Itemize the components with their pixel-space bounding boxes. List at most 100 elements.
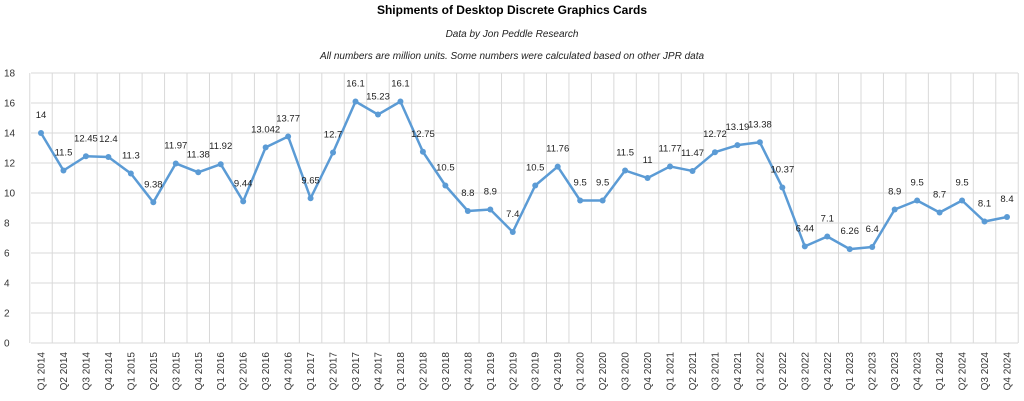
data-label: 11.92 — [209, 141, 232, 152]
data-label: 13.19 — [726, 122, 750, 133]
data-label: 10.5 — [436, 163, 455, 174]
x-tick-label: Q1 2017 — [306, 352, 317, 391]
y-tick-label: 16 — [4, 99, 16, 110]
x-tick-label: Q2 2024 — [958, 352, 969, 391]
data-label: 12.72 — [703, 129, 727, 140]
y-tick-label: 14 — [4, 129, 16, 140]
data-label: 6.4 — [866, 224, 879, 235]
x-tick-label: Q1 2022 — [755, 352, 766, 391]
data-label: 13.042 — [251, 124, 280, 135]
data-label: 13.77 — [276, 113, 300, 124]
data-label: 6.44 — [796, 223, 815, 234]
data-label: 10.5 — [526, 163, 545, 174]
data-point — [756, 139, 763, 146]
series-line-layer — [39, 100, 1008, 251]
data-label: 8.9 — [484, 187, 497, 198]
x-tick-label: Q1 2015 — [126, 352, 137, 391]
data-point — [262, 144, 269, 151]
x-tick-label: Q2 2014 — [59, 352, 70, 391]
x-tick-label: Q2 2015 — [149, 352, 160, 391]
data-label: 9.5 — [911, 178, 924, 189]
data-point — [577, 197, 584, 204]
data-point — [330, 149, 337, 156]
data-label: 6.26 — [840, 226, 859, 237]
x-tick-label: Q3 2023 — [890, 352, 901, 391]
y-tick-label: 4 — [4, 279, 10, 290]
data-point — [891, 206, 898, 213]
x-tick-label: Q1 2024 — [935, 352, 946, 391]
data-point — [217, 161, 224, 168]
data-label: 11.5 — [55, 148, 73, 159]
x-tick-label: Q2 2022 — [778, 352, 789, 391]
series-points — [38, 98, 1010, 253]
data-point — [60, 167, 67, 174]
data-point — [127, 170, 134, 177]
data-label: 11.5 — [616, 148, 634, 159]
data-label: 11 — [643, 155, 653, 166]
x-tick-label: Q4 2017 — [373, 352, 384, 391]
data-label: 8.9 — [888, 187, 901, 198]
y-axis-ticks: 0 2 4 6 8 10 12 14 16 18 — [4, 69, 16, 350]
y-tick-label: 18 — [4, 69, 16, 80]
data-point — [1004, 214, 1010, 220]
x-tick-label: Q2 2019 — [508, 352, 519, 391]
data-label: 12.45 — [74, 133, 98, 144]
x-tick-label: Q3 2021 — [710, 352, 721, 391]
data-point — [38, 130, 44, 136]
data-point — [352, 98, 359, 105]
x-tick-label: Q3 2015 — [171, 352, 182, 391]
data-point — [959, 197, 966, 204]
series-line — [39, 100, 1008, 251]
y-tick-label: 10 — [4, 189, 16, 200]
x-tick-label: Q1 2019 — [486, 352, 497, 391]
x-tick-label: Q1 2014 — [37, 352, 48, 391]
data-label: 15.23 — [366, 92, 390, 103]
x-tick-label: Q4 2022 — [823, 352, 834, 391]
data-point — [487, 206, 494, 213]
data-point — [667, 163, 674, 170]
data-label: 9.5 — [955, 178, 968, 189]
data-label: 9.5 — [596, 178, 609, 189]
x-tick-label: Q4 2014 — [104, 352, 115, 391]
data-label: 16.1 — [391, 79, 410, 90]
data-point — [936, 209, 943, 216]
data-point — [172, 160, 179, 167]
x-tick-label: Q1 2018 — [396, 352, 407, 391]
data-point — [914, 197, 921, 204]
data-point — [554, 163, 561, 170]
data-point — [307, 195, 314, 202]
data-label: 12.7 — [324, 130, 343, 141]
data-label: 11.3 — [122, 151, 140, 162]
x-tick-label: Q4 2020 — [643, 352, 654, 391]
data-point — [981, 218, 988, 225]
x-tick-label: Q3 2024 — [980, 352, 991, 391]
gridlines — [29, 72, 1019, 344]
x-tick-label: Q2 2017 — [329, 352, 340, 391]
data-point — [644, 175, 651, 181]
data-label: 7.1 — [821, 214, 834, 225]
x-tick-label: Q4 2016 — [284, 352, 295, 391]
data-point — [442, 182, 449, 189]
chart-subtitle: Data by Jon Peddle Research — [445, 29, 579, 40]
data-point — [869, 244, 876, 250]
x-tick-label: Q4 2024 — [1003, 352, 1014, 391]
x-tick-label: Q3 2019 — [531, 352, 542, 391]
data-label: 12.4 — [99, 134, 118, 145]
data-label: 8.1 — [978, 199, 991, 210]
x-tick-label: Q1 2021 — [666, 352, 677, 391]
y-tick-label: 2 — [4, 309, 10, 320]
data-point — [824, 233, 831, 240]
x-tick-label: Q2 2021 — [688, 352, 699, 391]
chart-title: Shipments of Desktop Discrete Graphics C… — [376, 3, 648, 17]
data-label: 12.75 — [411, 129, 435, 140]
y-tick-label: 6 — [4, 249, 10, 260]
x-tick-label: Q2 2016 — [239, 352, 250, 391]
x-tick-label: Q4 2018 — [463, 352, 474, 391]
data-point — [622, 167, 629, 174]
x-tick-label: Q1 2023 — [845, 352, 856, 391]
data-label: 7.4 — [506, 209, 519, 220]
x-tick-label: Q2 2020 — [598, 352, 609, 391]
data-point — [599, 197, 606, 204]
x-tick-label: Q3 2016 — [261, 352, 272, 391]
